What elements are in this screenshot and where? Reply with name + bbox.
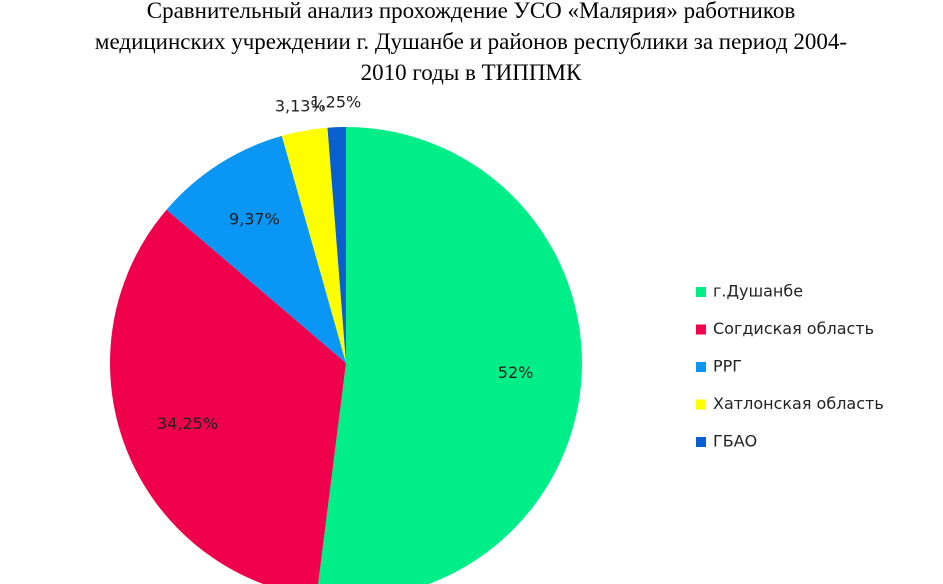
data-label: 3,13% xyxy=(275,97,326,116)
legend-swatch xyxy=(696,362,706,372)
legend-swatch xyxy=(696,287,706,297)
pie-slice xyxy=(110,209,346,584)
legend-label: Согдиская область xyxy=(713,319,874,338)
legend-label: РРГ xyxy=(713,357,742,376)
pie-slice xyxy=(281,127,346,363)
data-label: 9,37% xyxy=(229,209,280,228)
pie-slice xyxy=(318,127,582,584)
legend-label: ГБАО xyxy=(713,432,757,451)
pie-slice xyxy=(166,135,346,363)
pie-slice xyxy=(327,127,346,363)
data-label: 52% xyxy=(498,363,534,382)
chart-title: медицинских учреждении г. Душанбе и райо… xyxy=(95,29,847,54)
chart-title: Сравнительный анализ прохождение УСО «Ма… xyxy=(147,0,796,23)
data-label: 34,25% xyxy=(157,414,218,433)
legend-swatch xyxy=(696,399,706,410)
chart-title: 2010 годы в ТИППМК xyxy=(361,60,582,85)
legend-label: Хатлонская область xyxy=(713,394,884,413)
legend-swatch xyxy=(696,324,706,335)
data-label: 1,25% xyxy=(310,93,361,112)
legend-label: г.Душанбе xyxy=(713,282,803,301)
legend-swatch xyxy=(696,437,706,447)
